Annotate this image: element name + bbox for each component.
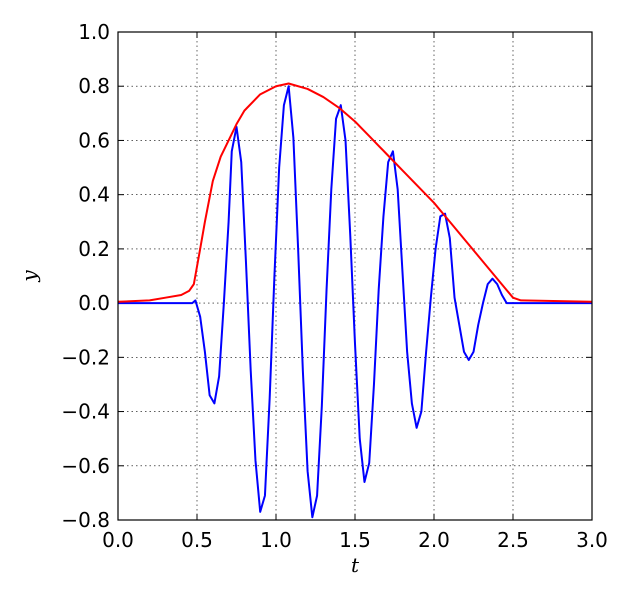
data-line — [117, 82, 593, 303]
y-tick-label: 0.8 — [78, 74, 110, 98]
y-tick-label: 0.2 — [78, 237, 110, 261]
y-tick-label: 0.0 — [78, 291, 110, 315]
x-tick-label: 2.5 — [497, 528, 529, 552]
y-axis-label: y — [17, 270, 41, 283]
x-tick-label: 0.5 — [181, 528, 213, 552]
y-tick-label: −0.8 — [61, 508, 110, 532]
x-tick-label: 0.0 — [102, 528, 134, 552]
x-tick-label: 1.0 — [260, 528, 292, 552]
y-tick-label: −0.2 — [61, 345, 110, 369]
y-tick-label: −0.4 — [61, 400, 110, 424]
plot-frame — [117, 31, 593, 521]
x-tick-label: 2.0 — [418, 528, 450, 552]
x-tick-label: 1.5 — [339, 528, 371, 552]
y-tick-label: −0.6 — [61, 454, 110, 478]
y-tick-label: 0.6 — [78, 128, 110, 152]
data-line — [118, 85, 592, 519]
y-tick-label: 0.4 — [78, 183, 110, 207]
x-tick-label: 3.0 — [576, 528, 608, 552]
x-axis-label: t — [351, 553, 360, 577]
y-tick-label: 1.0 — [78, 20, 110, 44]
